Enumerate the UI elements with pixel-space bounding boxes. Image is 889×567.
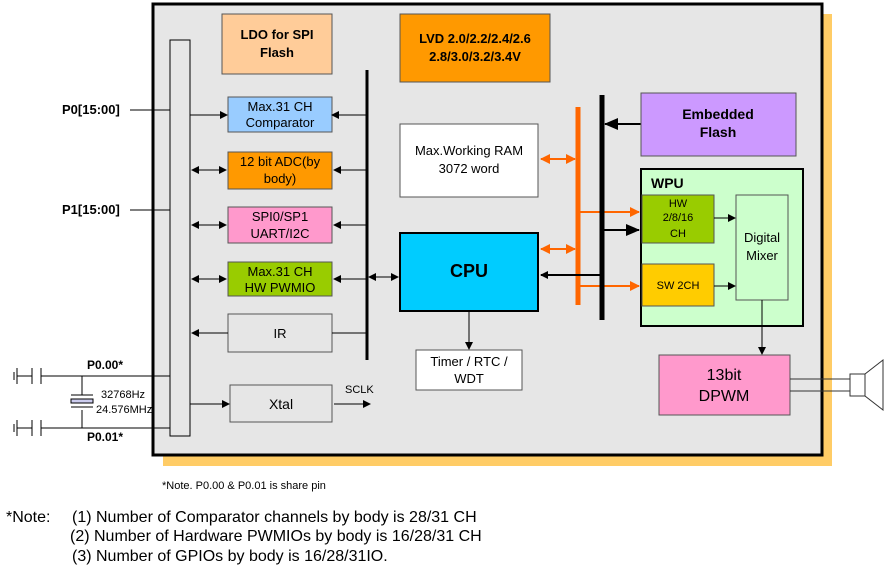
io-bar	[169, 39, 191, 437]
lvd-label: LVD 2.0/2.2/2.4/2.6 2.8/3.0/3.2/3.4V	[419, 31, 531, 64]
pin-p000-label: P0.00*	[87, 358, 123, 372]
pin-p001-label: P0.01*	[87, 430, 123, 444]
note-item-2: (2) Number of Hardware PWMIOs by body is…	[70, 528, 482, 545]
adc-block	[227, 151, 333, 190]
ir-label: IR	[274, 326, 287, 341]
comparator-block	[227, 96, 333, 133]
comparator-label: Max.31 CH Comparator	[246, 99, 315, 130]
hw-channel-block	[641, 194, 715, 244]
lvd-block	[399, 13, 551, 83]
dpwm-label: 13bit DPWM	[699, 367, 750, 405]
peripheral-arrows	[190, 111, 399, 408]
hw-channel-label: HW 2/8/16 CH	[663, 198, 694, 240]
crystal-circuit	[13, 368, 170, 436]
sclk-label: SCLK	[345, 384, 374, 396]
speaker-icon	[790, 358, 884, 412]
cpu-label: CPU	[450, 261, 488, 281]
note-item-1: (1) Number of Comparator channels by bod…	[72, 509, 477, 526]
crystal-freq1: 32768Hz	[101, 389, 145, 401]
ir-block	[227, 313, 333, 353]
ldo-label: LDO for SPI Flash	[241, 27, 314, 60]
digital-mixer-block	[735, 194, 789, 301]
xtal-label: Xtal	[269, 396, 293, 412]
timer-block	[415, 349, 523, 391]
ldo-block	[221, 13, 333, 75]
digital-mixer-label: Digital Mixer	[744, 230, 780, 263]
cpu-block	[399, 232, 539, 312]
pin-p0-label: P0[15:00]	[62, 102, 120, 117]
dpwm-block	[658, 354, 791, 416]
pin-p1-label: P1[15:00]	[62, 202, 120, 217]
sw-channel-label: SW 2CH	[657, 280, 700, 292]
note-item-3: (3) Number of GPIOs by body is 16/28/31I…	[72, 548, 388, 565]
spi-uart-label: SPI0/SP1 UART/I2C	[251, 209, 310, 241]
adc-label: 12 bit ADC(by body)	[240, 154, 321, 186]
audio-bus	[540, 107, 640, 305]
embedded-flash-block	[640, 92, 797, 157]
ram-label: Max.Working RAM 3072 word	[415, 143, 523, 176]
sw-channel-block	[641, 263, 715, 307]
pwmio-label: Max.31 CH HW PWMIO	[245, 264, 316, 295]
share-pin-note: *Note. P0.00 & P0.01 is share pin	[162, 480, 326, 492]
main-bus	[540, 95, 641, 320]
xtal-block	[229, 384, 333, 423]
crystal-freq2: 24.576MHz	[96, 404, 152, 416]
wpu-arrows	[714, 214, 766, 355]
notes-label: *Note:	[6, 509, 50, 526]
pwmio-block	[227, 261, 333, 297]
timer-label: Timer / RTC / WDT	[430, 354, 508, 386]
flash-label: Embedded Flash	[682, 106, 754, 140]
wpu-label: WPU	[651, 175, 684, 191]
ram-block	[399, 123, 539, 198]
spi-uart-block	[227, 206, 333, 244]
